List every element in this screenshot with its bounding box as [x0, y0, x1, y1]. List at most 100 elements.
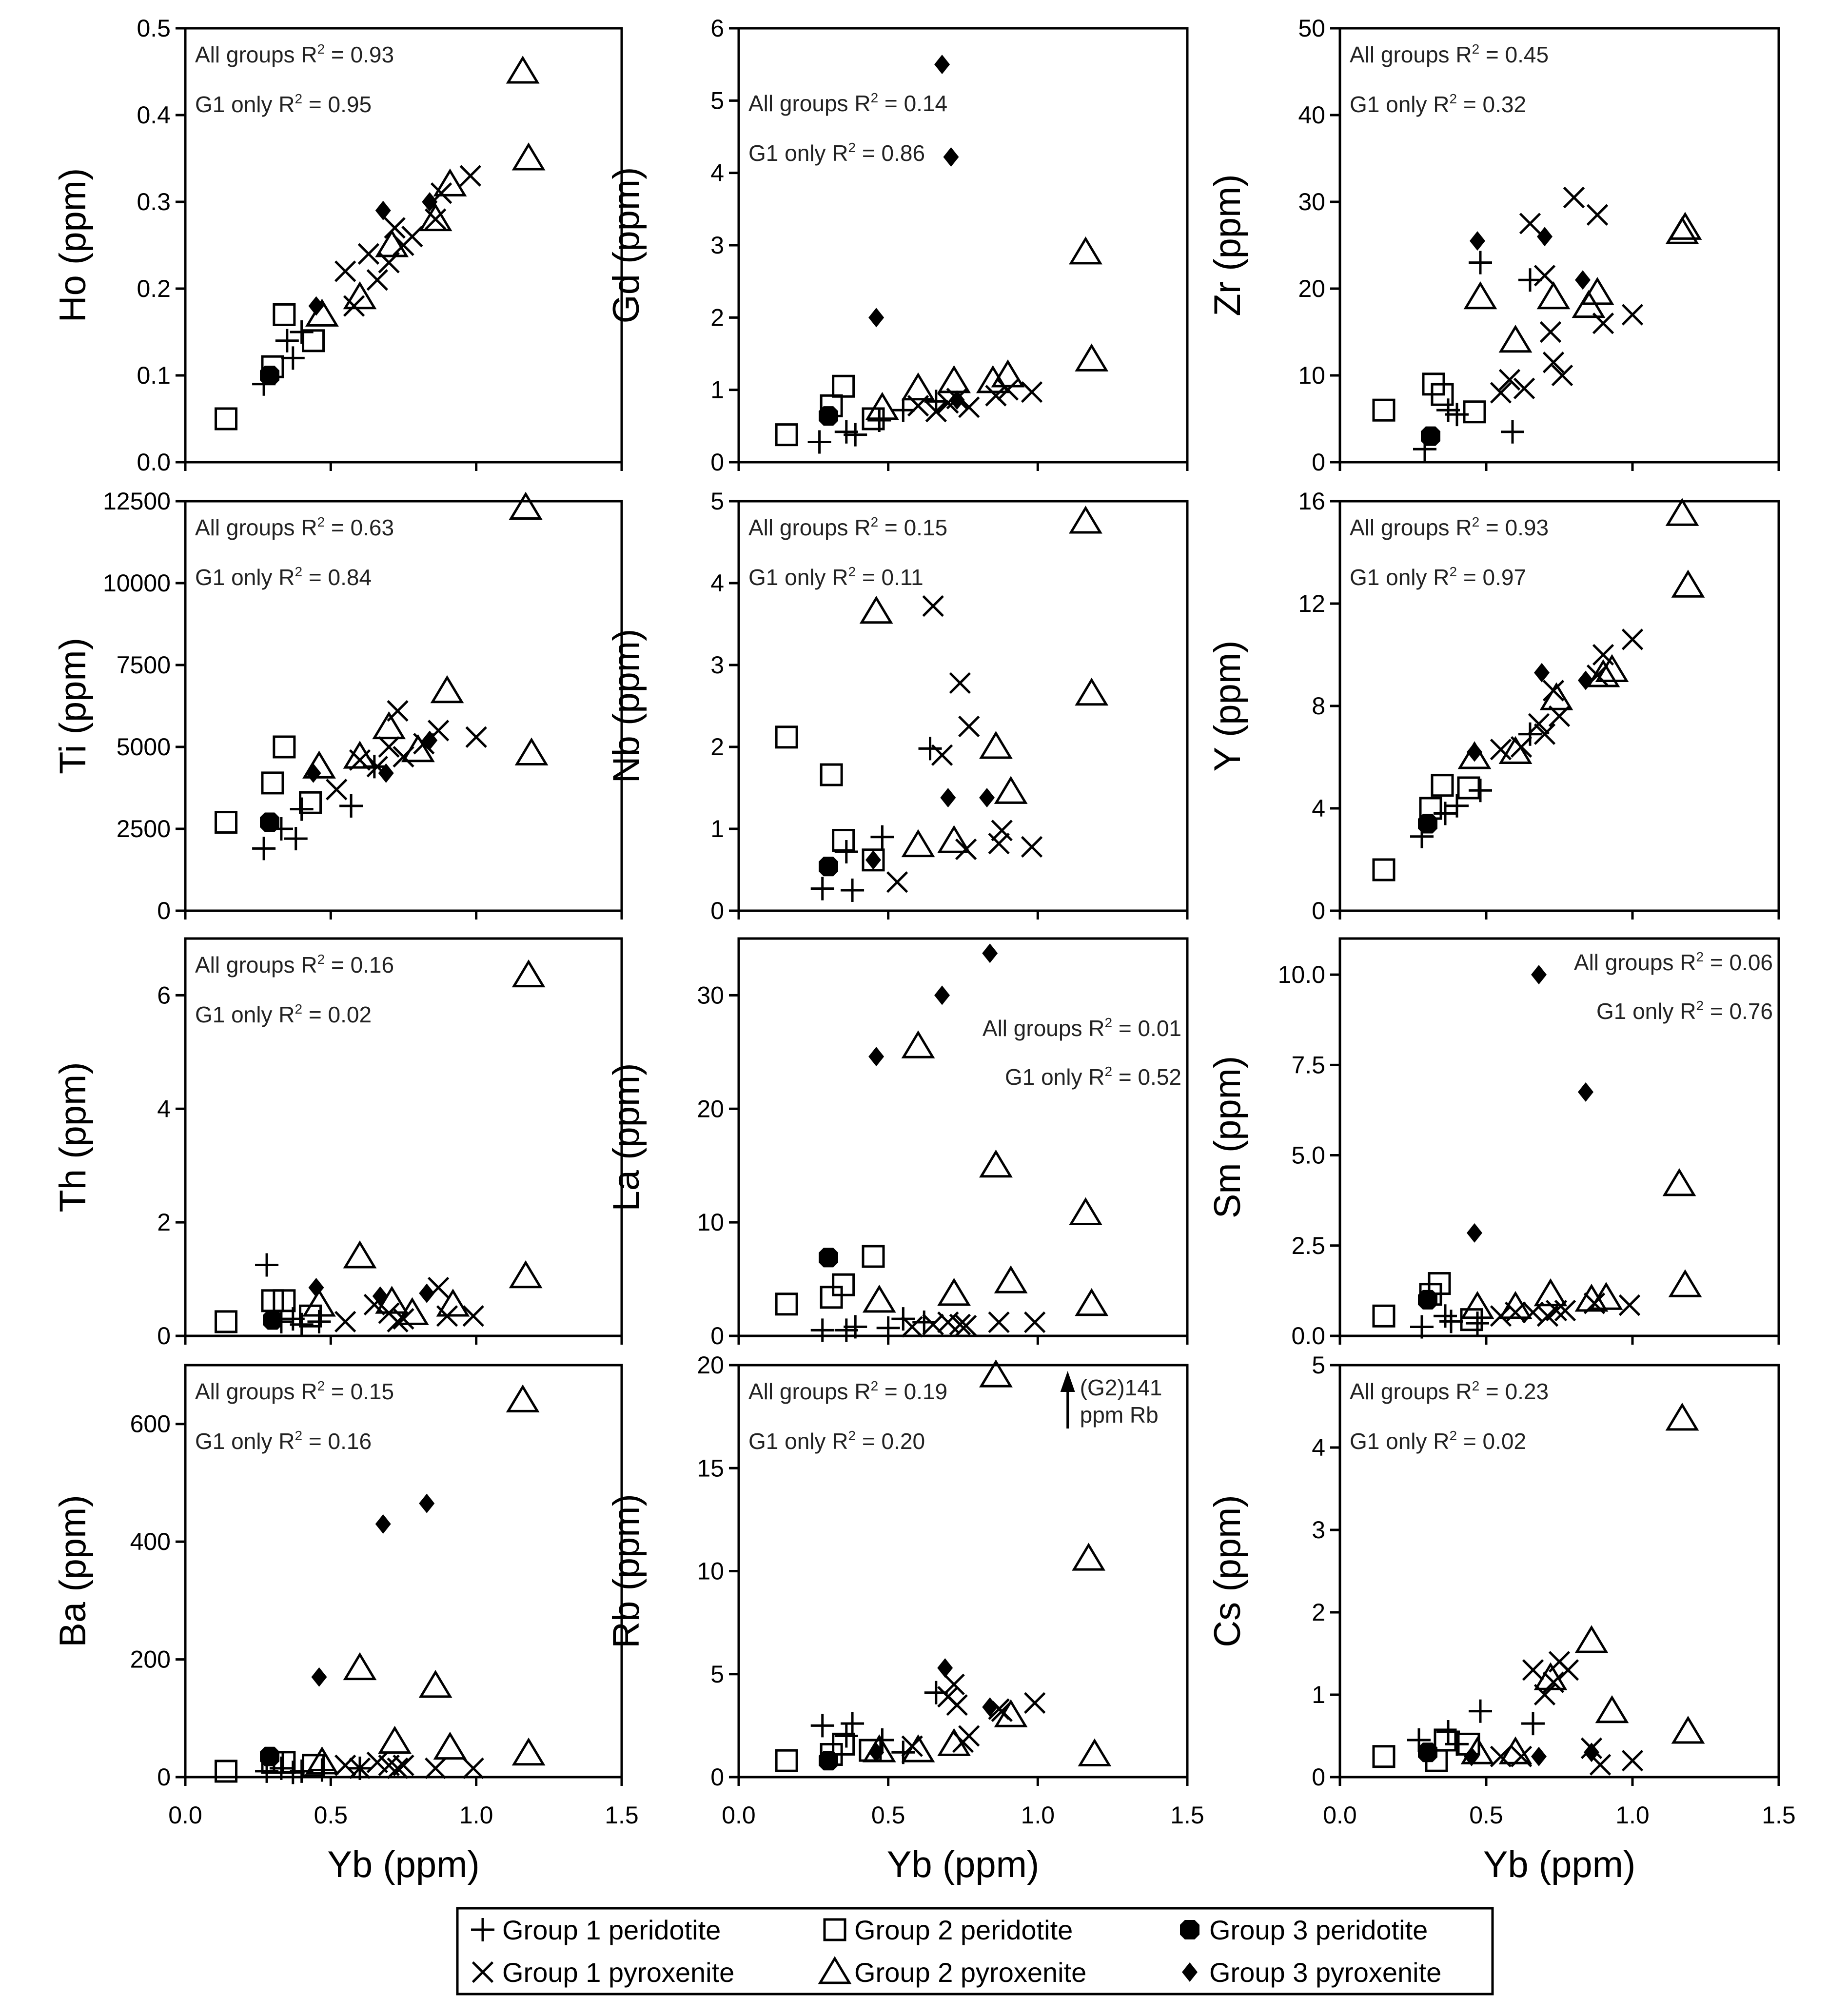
point-zr-g2p-0 — [1372, 398, 1396, 422]
point-ho-g1x-3 — [366, 269, 388, 291]
point-ho-g1x-0 — [334, 260, 356, 282]
y-axis-title-zr: Zr (ppm) — [1207, 174, 1248, 316]
y-axis-title-ti: Ti (ppm) — [52, 638, 94, 774]
y-tick-label-ho: 0.0 — [137, 449, 171, 476]
point-cs-g1x-9 — [1621, 1750, 1644, 1772]
point-sm-g1p-2 — [1439, 1310, 1463, 1333]
point-cs-g2p-2 — [1434, 1728, 1457, 1752]
legend-label-g1p: Group 1 peridotite — [502, 1915, 721, 1945]
point-ti-g2x-6 — [514, 737, 549, 765]
point-zr-g2x-4 — [1580, 277, 1614, 305]
stat-g1-only-zr: G1 only R2 = 0.32 — [1350, 91, 1526, 117]
x-tick-label-rb: 1.0 — [1021, 1801, 1055, 1829]
stat-all-groups-nb: All groups R2 = 0.15 — [748, 514, 947, 540]
point-ho-g2x-5 — [506, 56, 540, 84]
point-y-g3p-0 — [1418, 814, 1437, 834]
point-ti-g1x-3 — [378, 736, 400, 758]
point-ti-g2x-0 — [302, 750, 336, 779]
y-axis-title-th: Th (ppm) — [52, 1062, 94, 1212]
y-tick-label-sm: 10.0 — [1278, 961, 1325, 988]
point-rb-g1p-0 — [810, 1714, 834, 1738]
point-rb-g2x-1 — [901, 1734, 935, 1762]
point-ho-g2x-1 — [343, 281, 377, 310]
point-ti-g2p-0 — [215, 811, 238, 834]
point-zr-g1x-7 — [1551, 364, 1573, 387]
point-y-g2p-0 — [1372, 858, 1396, 881]
point-gd-g2x-5 — [1069, 236, 1102, 265]
x-tick-label-cs: 1.5 — [1762, 1801, 1796, 1829]
point-nb-g1x-0 — [886, 871, 908, 893]
point-nb-g1x-1 — [922, 595, 944, 617]
x-tick-label-ba: 0.0 — [168, 1801, 202, 1829]
point-cs-g3x-2 — [1584, 1742, 1599, 1762]
y-tick-label-cs: 1 — [1312, 1681, 1325, 1708]
stat-g1-only-ba: G1 only R2 = 0.16 — [195, 1428, 372, 1454]
y-tick-label-cs: 2 — [1312, 1599, 1325, 1626]
point-cs-g3x-1 — [1531, 1746, 1547, 1766]
point-ba-g2x-1 — [343, 1652, 377, 1681]
y-axis-title-y: Y (ppm) — [1207, 641, 1248, 772]
point-y-g1x-0 — [1490, 739, 1512, 761]
point-ho-g1x-5 — [384, 217, 406, 239]
point-nb-g2x-0 — [859, 595, 893, 624]
y-tick-label-gd: 6 — [710, 15, 724, 42]
point-y-g1x-8 — [1621, 628, 1644, 650]
point-th-g2x-0 — [302, 1289, 336, 1317]
point-la-g2x-6 — [1075, 1288, 1109, 1316]
point-th-g2x-4 — [436, 1289, 470, 1317]
point-ti-g2x-4 — [430, 675, 464, 704]
y-tick-label-rb: 5 — [710, 1661, 724, 1688]
point-sm-g2p-3 — [1460, 1308, 1483, 1331]
x-tick-label-ba: 1.5 — [605, 1801, 639, 1829]
point-ho-g1x-8 — [424, 208, 447, 230]
point-gd-g1p-2 — [844, 423, 867, 447]
offscale-note-line1: (G2)141 — [1080, 1375, 1162, 1400]
point-ba-g2x-2 — [378, 1725, 412, 1754]
point-la-g2x-1 — [901, 1030, 935, 1058]
point-th-g3x-2 — [419, 1283, 435, 1303]
y-axis-title-cs: Cs (ppm) — [1207, 1495, 1248, 1647]
point-rb-g1x-8 — [1024, 1692, 1046, 1714]
point-nb-g1x-2 — [931, 744, 953, 766]
x-tick-label-cs: 1.0 — [1615, 1801, 1650, 1829]
panel-sm: 0.0 2.5 5.0 7.5 10.0 Sm (ppm) All groups R2 = … — [1207, 937, 1780, 1350]
point-ho-g3x-2 — [422, 192, 438, 212]
y-tick-label-ho: 0.4 — [137, 101, 171, 129]
point-ho-g1x-2 — [357, 243, 380, 265]
point-ba-g2x-4 — [433, 1731, 467, 1760]
stat-g1-only-y: G1 only R2 = 0.97 — [1350, 564, 1526, 590]
point-ti-g3p-0 — [260, 812, 280, 832]
y-tick-label-cs: 0 — [1312, 1763, 1325, 1791]
point-th-g2x-5 — [509, 1260, 543, 1289]
point-ti-g1p-3 — [290, 797, 314, 821]
legend-label-g3x: Group 3 pyroxenite — [1209, 1957, 1441, 1988]
point-cs-g2x-2 — [1533, 1662, 1568, 1690]
point-zr-g1x-11 — [1621, 304, 1644, 326]
y-tick-label-rb: 15 — [697, 1454, 724, 1482]
panel-y: 0 4 8 12 16 Y (ppm) All groups R2 = 0.93 G1 onl… — [1207, 488, 1780, 924]
y-tick-label-ti: 10000 — [103, 569, 171, 597]
y-tick-label-sm: 7.5 — [1291, 1051, 1325, 1078]
point-ho-g1p-2 — [281, 346, 305, 370]
point-nb-g2p-3 — [862, 848, 885, 872]
point-nb-g1x-3 — [949, 672, 971, 694]
point-sm-g3x-2 — [1578, 1082, 1593, 1102]
point-gd-g2x-4 — [991, 359, 1025, 388]
x-tick-label-rb: 0.0 — [722, 1801, 756, 1829]
y-tick-label-la: 20 — [697, 1095, 724, 1122]
point-ba-g2x-5 — [506, 1384, 540, 1412]
point-ho-g2x-2 — [375, 229, 409, 257]
point-ti-g1p-0 — [252, 837, 276, 861]
point-nb-g2p-0 — [775, 725, 798, 749]
plot-frame-y — [1338, 500, 1780, 912]
legend-label-g3p: Group 3 peridotite — [1209, 1915, 1428, 1945]
point-y-g2p-2 — [1431, 774, 1454, 797]
panel-cs: 0 1 2 3 4 5 0.0 0.5 1.0 1.5 Cs (ppm) Yb (ppm) All gr… — [1207, 1351, 1796, 1885]
point-y-g1x-3 — [1533, 723, 1556, 745]
point-ho-g2p-0 — [215, 407, 238, 431]
plot-frame-cs — [1338, 1364, 1780, 1779]
point-zr-g1x-2 — [1513, 377, 1535, 399]
point-ho-g1p-3 — [290, 320, 314, 344]
point-cs-g1x-6 — [1557, 1659, 1579, 1681]
point-ba-g2p-3 — [302, 1754, 325, 1777]
